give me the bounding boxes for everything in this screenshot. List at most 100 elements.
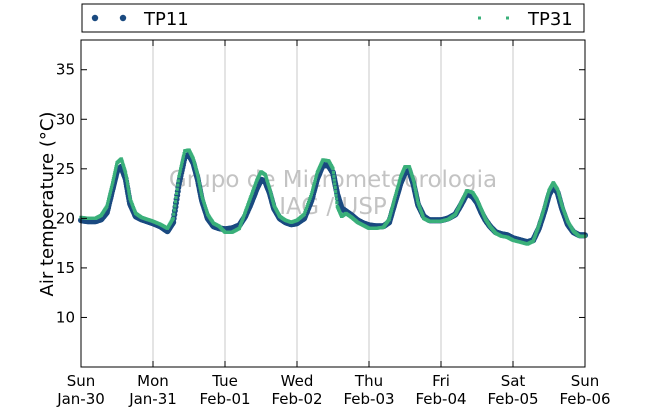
point-tp31 xyxy=(238,225,242,229)
point-tp31 xyxy=(176,183,180,187)
point-tp31 xyxy=(539,216,543,220)
point-tp31 xyxy=(181,157,185,161)
point-tp31 xyxy=(540,212,544,216)
point-tp31 xyxy=(414,190,418,194)
point-tp31 xyxy=(271,202,276,206)
point-tp31 xyxy=(414,192,418,196)
point-tp31 xyxy=(204,207,208,211)
point-tp31 xyxy=(538,219,542,224)
point-tp31 xyxy=(302,212,306,216)
point-tp31 xyxy=(398,177,402,181)
point-tp31 xyxy=(269,193,273,197)
point-tp31 xyxy=(127,189,131,193)
point-tp31 xyxy=(245,206,249,210)
legend-entry-tp31: TP31 xyxy=(478,9,573,30)
point-tp31 xyxy=(176,179,180,183)
point-tp31 xyxy=(313,177,317,181)
point-tp31 xyxy=(105,204,109,209)
point-tp31 xyxy=(202,202,206,206)
point-tp31 xyxy=(312,182,316,186)
legend: TP11 TP31 xyxy=(81,3,585,33)
point-tp31 xyxy=(127,191,131,195)
x-tick-label-day: Sun xyxy=(67,372,96,390)
point-tp31 xyxy=(421,215,425,219)
point-tp31 xyxy=(268,187,272,191)
legend-box xyxy=(81,3,585,33)
point-tp31 xyxy=(306,202,310,207)
point-tp31 xyxy=(271,200,275,204)
point-tp31 xyxy=(395,189,399,193)
point-tp31 xyxy=(196,173,200,177)
point-tp31 xyxy=(537,223,541,227)
watermark-line-2: IAG / USP xyxy=(279,194,387,220)
watermark: Grupo de Micrometeorologia IAG / USP xyxy=(169,167,497,220)
point-tp31 xyxy=(540,214,544,218)
point-tp31 xyxy=(331,171,335,175)
point-tp31 xyxy=(389,211,393,215)
point-tp31 xyxy=(309,195,313,199)
point-tp31 xyxy=(111,181,115,185)
point-tp31 xyxy=(412,181,416,185)
legend-label-tp11: TP11 xyxy=(143,9,189,30)
y-tick-label: 35 xyxy=(56,61,75,79)
point-tp31 xyxy=(562,210,566,214)
point-tp31 xyxy=(313,179,317,184)
point-tp31 xyxy=(270,197,274,201)
point-tp31 xyxy=(306,200,311,205)
legend-entry-tp11: TP11 xyxy=(91,9,189,30)
x-tick-label-date: Feb-01 xyxy=(199,390,250,408)
x-tick-label-date: Feb-02 xyxy=(271,390,322,408)
y-tick-label: 15 xyxy=(56,259,75,277)
point-tp31 xyxy=(175,191,179,195)
x-tick-label-date: Feb-05 xyxy=(487,390,538,408)
y-tick-label: 25 xyxy=(56,160,75,178)
point-tp31 xyxy=(127,194,132,198)
point-tp31 xyxy=(534,231,538,235)
series-tp31 xyxy=(79,148,587,246)
point-tp31 xyxy=(245,204,250,208)
x-tick-label-day: Mon xyxy=(137,372,169,390)
point-tp31 xyxy=(418,205,422,209)
point-tp31 xyxy=(541,210,545,214)
point-tp31 xyxy=(531,239,535,243)
legend-marker-tp31 xyxy=(506,16,509,20)
point-tp31 xyxy=(309,193,313,197)
point-tp31 xyxy=(196,175,200,179)
point-tp31 xyxy=(334,193,338,197)
point-tp31 xyxy=(395,187,399,191)
legend-marker-tp11 xyxy=(91,14,99,22)
point-tp31 xyxy=(110,183,114,187)
point-tp31 xyxy=(174,196,178,200)
point-tp31 xyxy=(392,198,396,202)
point-tp31 xyxy=(542,206,546,210)
point-tp31 xyxy=(173,200,178,204)
point-tp31 xyxy=(111,179,115,183)
x-tick-label-date: Feb-06 xyxy=(559,390,610,408)
point-tp31 xyxy=(109,185,114,189)
point-tp31 xyxy=(198,184,202,188)
point-tp31 xyxy=(177,175,181,179)
y-axis: 10 15 20 25 30 35 xyxy=(56,61,585,326)
point-tp31 xyxy=(415,194,419,198)
point-tp31 xyxy=(126,186,130,190)
point-tp31 xyxy=(388,215,392,219)
point-tp31 xyxy=(249,195,253,199)
point-tp31 xyxy=(556,191,561,195)
point-tp31 xyxy=(111,177,116,181)
point-tp31 xyxy=(203,205,207,209)
point-tp31 xyxy=(124,171,128,175)
point-tp31 xyxy=(124,176,129,180)
point-tp31 xyxy=(126,184,130,188)
point-tp31 xyxy=(334,197,339,201)
x-tick-label-day: Sat xyxy=(501,372,526,390)
point-tp31 xyxy=(397,179,402,183)
x-tick-label-day: Fri xyxy=(432,372,450,390)
point-tp31 xyxy=(304,206,308,211)
point-tp31 xyxy=(547,190,551,194)
point-tp31 xyxy=(391,202,395,206)
point-tp31 xyxy=(413,187,417,191)
y-tick-label: 20 xyxy=(56,209,75,227)
point-tp31 xyxy=(179,167,183,171)
point-tp31 xyxy=(108,193,112,197)
point-tp31 xyxy=(199,192,204,196)
